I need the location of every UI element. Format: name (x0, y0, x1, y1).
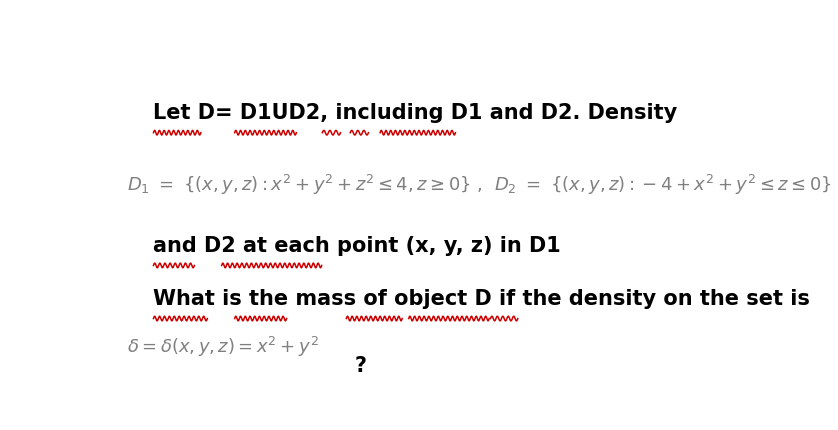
Text: $D_1 \ = \ \{(x, y, z) : x^2 + y^2 + z^2 \leq 4, z \geq 0\}$ ,  $D_2 \ = \ \{(x,: $D_1 \ = \ \{(x, y, z) : x^2 + y^2 + z^2… (127, 172, 832, 197)
Text: What is the mass of object D if the density on the set is: What is the mass of object D if the dens… (153, 289, 810, 308)
Text: and D2 at each point (x, y, z) in D1: and D2 at each point (x, y, z) in D1 (153, 235, 561, 255)
Text: $\delta = \delta(x, y, z) = x^2 + y^2$: $\delta = \delta(x, y, z) = x^2 + y^2$ (127, 334, 319, 358)
Text: Let D= D1UD2, including D1 and D2. Density: Let D= D1UD2, including D1 and D2. Densi… (153, 103, 678, 123)
Text: ?: ? (354, 356, 367, 375)
